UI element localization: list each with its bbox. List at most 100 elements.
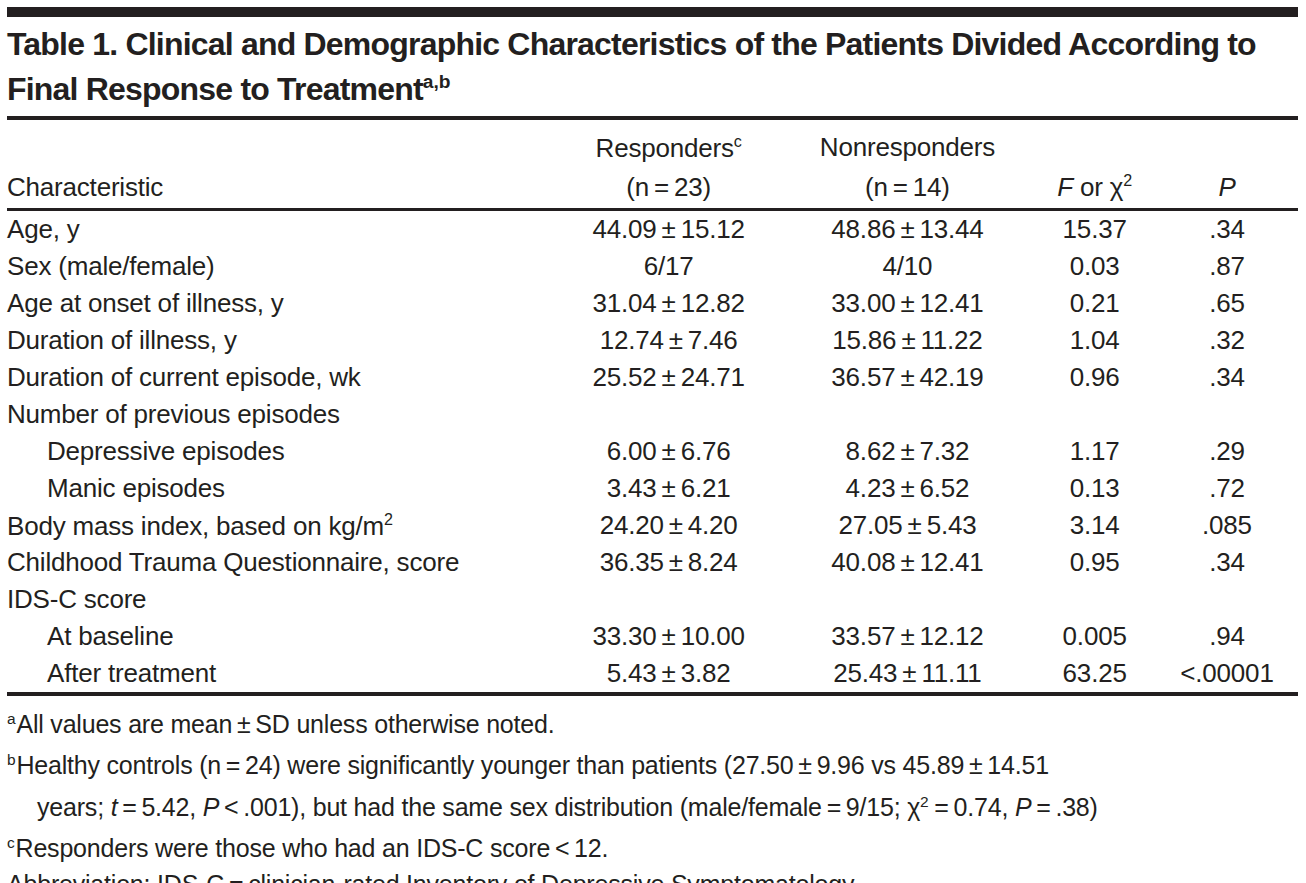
responders-value: 31.04 ± 12.82 <box>556 285 782 322</box>
nonresponders-value: 4.23 ± 6.52 <box>782 470 1034 507</box>
characteristics-table: Respondersc Nonresponders Characteristic… <box>7 116 1298 696</box>
responders-header-label: Responders <box>596 132 734 162</box>
responders-value: 33.30 ± 10.00 <box>556 618 782 655</box>
p-value: .72 <box>1156 470 1298 507</box>
row-label-text: Sex (male/female) <box>7 251 215 281</box>
f-chi2-value <box>1033 396 1156 433</box>
footnote-text: P <box>203 793 219 821</box>
footnote-text: 2 <box>920 793 928 810</box>
nonresponders-value <box>782 581 1034 618</box>
table-body: Age, y44.09 ± 15.1248.86 ± 13.4415.37.34… <box>7 209 1298 694</box>
p-value <box>1156 581 1298 618</box>
footnote-text: Healthy controls (n = 24) were significa… <box>16 752 1048 780</box>
responders-value: 36.35 ± 8.24 <box>556 544 782 581</box>
row-label: Childhood Trauma Questionnaire, score <box>7 544 556 581</box>
row-label: Duration of current episode, wk <box>7 359 556 396</box>
table-title-text: Table 1. Clinical and Demographic Charac… <box>7 26 1256 107</box>
table-row: IDS-C score <box>7 581 1298 618</box>
nonresponders-value: 4/10 <box>782 248 1034 285</box>
footnote-text: P <box>1015 793 1031 821</box>
responders-value: 24.20 ± 4.20 <box>556 507 782 544</box>
responders-value: 25.52 ± 24.71 <box>556 359 782 396</box>
p-value: .085 <box>1156 507 1298 544</box>
nonresponders-value: 40.08 ± 12.41 <box>782 544 1034 581</box>
table-row: Duration of current episode, wk 25.52 ± 2… <box>7 359 1298 396</box>
footnote: cResponders were those who had an IDS-C … <box>7 825 1298 866</box>
nonresponders-value: 36.57 ± 42.19 <box>782 359 1034 396</box>
p-value: <.00001 <box>1156 655 1298 694</box>
footnote-text: years; <box>37 793 111 821</box>
row-label: Manic episodes <box>7 470 556 507</box>
responders-value: 6/17 <box>556 248 782 285</box>
responders-value: 12.74 ± 7.46 <box>556 322 782 359</box>
f-chi2-value: 3.14 <box>1033 507 1156 544</box>
row-label: At baseline <box>7 618 556 655</box>
responders-value: 3.43 ± 6.21 <box>556 470 782 507</box>
row-label: Sex (male/female) <box>7 248 556 285</box>
table-row: Body mass index, based on kg/m224.20 ± 4… <box>7 507 1298 544</box>
p-value <box>1156 396 1298 433</box>
nonresponders-value: 8.62 ± 7.32 <box>782 433 1034 470</box>
p-value: .29 <box>1156 433 1298 470</box>
table-title: Table 1. Clinical and Demographic Charac… <box>7 25 1298 108</box>
footnote: aAll values are mean ± SD unless otherwi… <box>7 701 1298 742</box>
footnote-marker: c <box>7 834 15 851</box>
f-chi2-value <box>1033 581 1156 618</box>
f-chi2-value: 0.03 <box>1033 248 1156 285</box>
f-chi2-value: 0.005 <box>1033 618 1156 655</box>
row-label-text: Age, y <box>7 214 80 244</box>
f-chi2-header: F or χ2 <box>1033 164 1156 209</box>
nonresponders-header: Nonresponders <box>782 118 1034 165</box>
row-label-text: Childhood Trauma Questionnaire, score <box>7 547 459 577</box>
table-row: Manic episodes3.43 ± 6.214.23 ± 6.520.13… <box>7 470 1298 507</box>
row-label-text: After treatment <box>47 658 216 688</box>
footnotes: aAll values are mean ± SD unless otherwi… <box>7 696 1298 883</box>
row-label: Depressive episodes <box>7 433 556 470</box>
f-chi2-value: 0.95 <box>1033 544 1156 581</box>
p-value: .32 <box>1156 322 1298 359</box>
f-chi2-value: 0.21 <box>1033 285 1156 322</box>
row-label-text: Duration of current episode, wk <box>7 362 361 392</box>
footnote-text: = 5.42, <box>117 793 202 821</box>
footnote-text: = 0.74, <box>930 793 1015 821</box>
f-symbol: F <box>1057 172 1073 202</box>
row-label-text: IDS-C score <box>7 584 146 614</box>
header-spacer <box>1156 118 1298 165</box>
chi-exponent: 2 <box>1123 171 1132 189</box>
responders-value <box>556 581 782 618</box>
row-label: Number of previous episodes <box>7 396 556 433</box>
p-header: P <box>1156 164 1298 209</box>
row-label: IDS-C score <box>7 581 556 618</box>
row-label: Body mass index, based on kg/m2 <box>7 507 556 544</box>
journal-table-figure: Table 1. Clinical and Demographic Charac… <box>0 0 1306 883</box>
responders-value: 44.09 ± 15.12 <box>556 209 782 248</box>
row-label-text: Age at onset of illness, y <box>7 288 284 318</box>
footnote-marker: a <box>7 710 15 727</box>
f-chi2-value: 15.37 <box>1033 209 1156 248</box>
row-label: Age, y <box>7 209 556 248</box>
f-chi2-value: 0.13 <box>1033 470 1156 507</box>
row-label: Age at onset of illness, y <box>7 285 556 322</box>
header-spacer <box>7 118 556 165</box>
nonresponders-value: 33.57 ± 12.12 <box>782 618 1034 655</box>
nonresponders-value: 33.00 ± 12.41 <box>782 285 1034 322</box>
row-label-text: Duration of illness, y <box>7 325 237 355</box>
table-row: Depressive episodes6.00 ± 6.768.62 ± 7.3… <box>7 433 1298 470</box>
row-label-text: Body mass index, based on kg/m <box>7 510 384 540</box>
table-row: Sex (male/female) 6/174/100.03.87 <box>7 248 1298 285</box>
table-row: Age at onset of illness, y 31.04 ± 12.823… <box>7 285 1298 322</box>
header-row-group-labels: Respondersc Nonresponders <box>7 118 1298 165</box>
responders-value: 5.43 ± 3.82 <box>556 655 782 694</box>
top-rule <box>7 7 1298 17</box>
f-chi2-value: 1.17 <box>1033 433 1156 470</box>
nonresponders-n-header: (n = 14) <box>782 164 1034 209</box>
nonresponders-value <box>782 396 1034 433</box>
row-label-text: Depressive episodes <box>47 436 285 466</box>
responders-value <box>556 396 782 433</box>
p-value: .87 <box>1156 248 1298 285</box>
footnote-text: Abbreviation: IDS-C = clinician-rated In… <box>7 870 859 883</box>
footnote-text: < .001), but had the same sex distributi… <box>219 793 920 821</box>
nonresponders-value: 15.86 ± 11.22 <box>782 322 1034 359</box>
header-row-columns: Characteristic (n = 23) (n = 14) F or χ2… <box>7 164 1298 209</box>
p-value: .94 <box>1156 618 1298 655</box>
